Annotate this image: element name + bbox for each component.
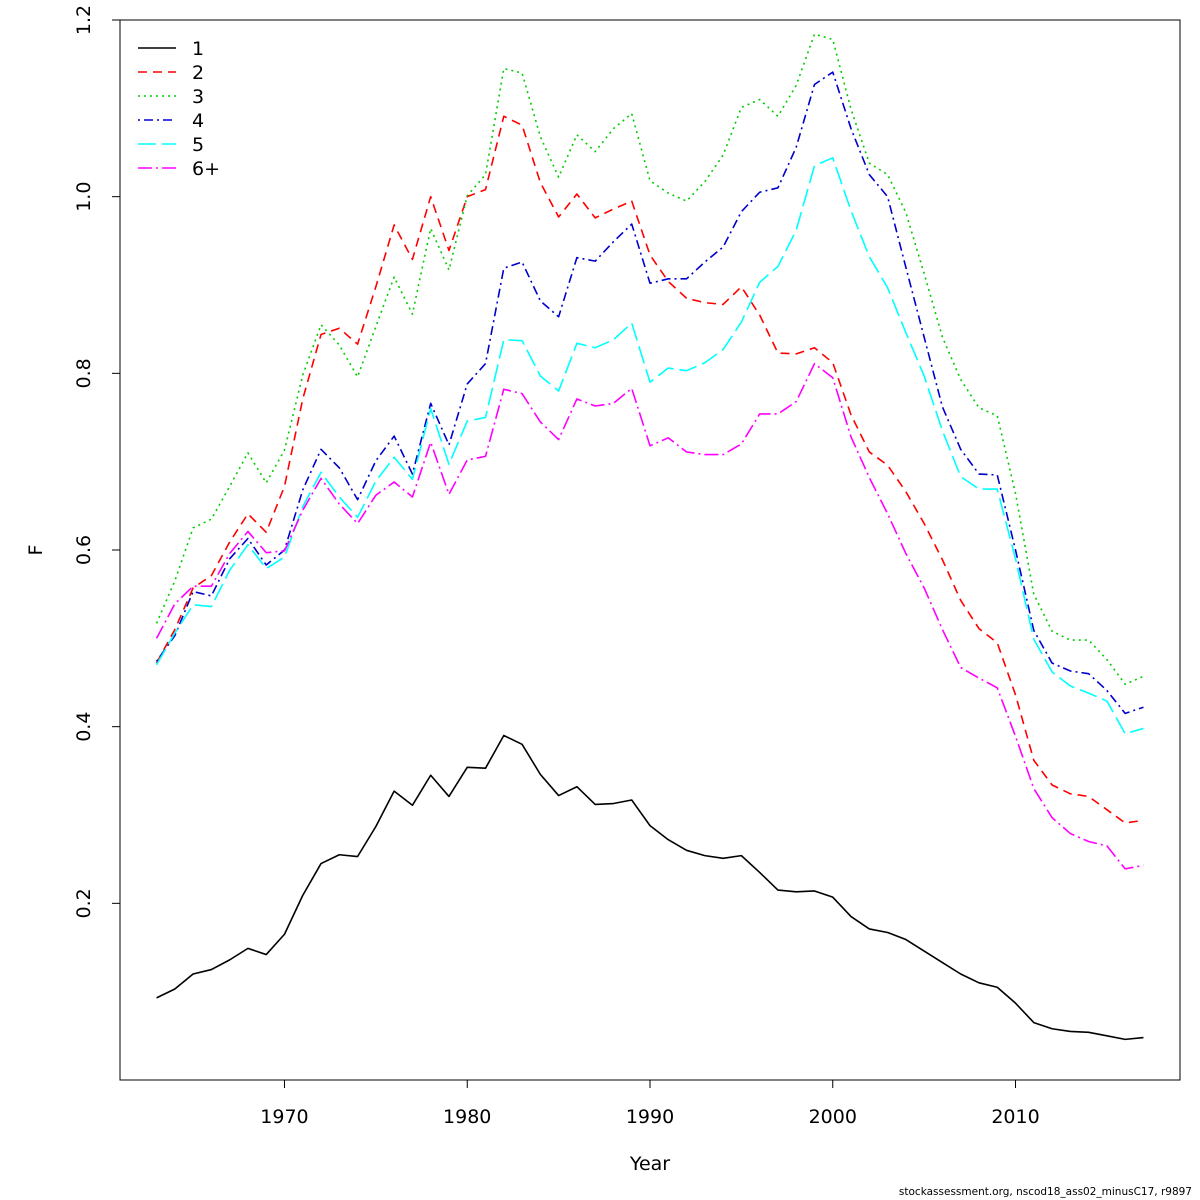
legend-label: 3 [192,86,204,108]
y-axis: 0.2 0.4 0.6 0.8 1.0 1.2 [73,5,120,918]
legend-label: 5 [192,134,204,156]
series-line-3 [155,33,1144,686]
legend-label: 6+ [192,158,220,180]
x-tick-label: 1980 [443,1106,491,1128]
x-tick-label: 1970 [260,1106,308,1128]
legend-label: 2 [192,62,204,84]
x-axis-title: Year [629,1153,670,1175]
y-tick-label: 0.6 [73,535,95,565]
y-axis-title: F [25,545,47,556]
series-layer [155,33,1144,1041]
y-tick-label: 1.2 [73,5,95,35]
series-line-5 [155,157,1144,735]
y-tick-label: 0.4 [73,712,95,742]
legend-label: 1 [192,38,204,60]
series-line-6plus [155,362,1144,870]
x-axis: 1970 1980 1990 2000 2010 [260,1080,1040,1128]
legend-label: 4 [192,110,204,132]
series-line-4 [155,71,1144,715]
series-line-2 [155,115,1144,824]
x-tick-label: 2010 [991,1106,1039,1128]
footnote: stockassessment.org, nscod18_ass02_minus… [898,1186,1192,1198]
y-tick-label: 1.0 [73,182,95,212]
series-line-1 [156,734,1144,1041]
x-tick-label: 2000 [809,1106,857,1128]
x-tick-label: 1990 [626,1106,674,1128]
y-tick-label: 0.8 [73,358,95,388]
y-tick-label: 0.2 [73,888,95,918]
